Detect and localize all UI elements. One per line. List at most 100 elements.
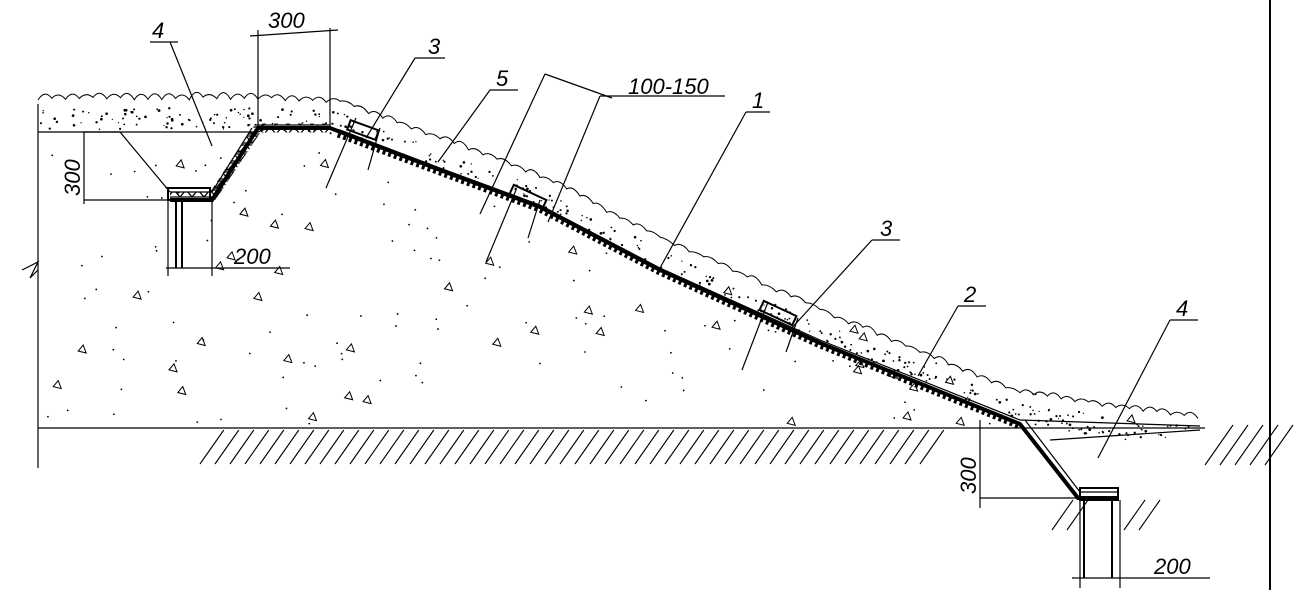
hatch-line bbox=[604, 429, 630, 465]
topsoil-dot bbox=[336, 112, 339, 115]
topsoil-dot bbox=[1058, 418, 1060, 420]
topsoil-dot bbox=[442, 166, 445, 170]
fill-dot bbox=[334, 193, 337, 196]
fill-dot bbox=[154, 245, 157, 248]
hatch-line bbox=[799, 429, 825, 465]
topsoil-dot bbox=[301, 122, 304, 124]
aggregate-triangle bbox=[529, 325, 540, 335]
fill-dot bbox=[95, 288, 98, 291]
topsoil-dot bbox=[670, 254, 673, 257]
topsoil-dot bbox=[516, 179, 518, 181]
topsoil-dot bbox=[860, 352, 863, 354]
topsoil-dot bbox=[1136, 423, 1139, 426]
topsoil-dot bbox=[882, 359, 885, 363]
fill-dot bbox=[101, 255, 103, 258]
topsoil-dot bbox=[640, 239, 642, 242]
fill-dot bbox=[664, 329, 666, 332]
topsoil-dot bbox=[98, 128, 101, 131]
topsoil-dot bbox=[361, 130, 364, 134]
aggregate-triangle bbox=[226, 250, 236, 261]
topsoil-dot bbox=[826, 339, 828, 342]
aggregate-triangle bbox=[567, 245, 578, 255]
topsoil-dot bbox=[910, 372, 913, 376]
topsoil-dot bbox=[1061, 422, 1063, 425]
topsoil-dot bbox=[225, 117, 228, 119]
fill-dot bbox=[922, 372, 925, 374]
aggregate-triangle bbox=[269, 219, 280, 229]
topsoil-dot bbox=[730, 296, 733, 299]
topsoil-dot bbox=[474, 175, 477, 179]
topsoil-dot bbox=[609, 237, 611, 240]
hatch-line bbox=[1249, 424, 1279, 466]
aggregate-triangle bbox=[491, 337, 502, 347]
fill-dot bbox=[670, 351, 672, 354]
topsoil-dot bbox=[903, 366, 906, 369]
topsoil-dot bbox=[1088, 428, 1092, 431]
topsoil-dot bbox=[886, 350, 889, 353]
anchor-pins bbox=[167, 117, 1119, 578]
topsoil-dot bbox=[80, 122, 82, 124]
topsoil-dot bbox=[222, 126, 225, 129]
fill-dot bbox=[314, 365, 317, 368]
fill-dot bbox=[605, 252, 608, 255]
topsoil-dot bbox=[1068, 423, 1072, 427]
topsoil-dot bbox=[82, 110, 85, 113]
topsoil-dot bbox=[904, 361, 907, 365]
topsoil-dot bbox=[343, 113, 346, 116]
topsoil-dot bbox=[806, 319, 809, 322]
topsoil-dot bbox=[919, 373, 923, 377]
hatch-line bbox=[439, 429, 465, 465]
topsoil-dot bbox=[560, 200, 562, 202]
topsoil-dot bbox=[213, 113, 216, 116]
fill-dot bbox=[395, 325, 397, 327]
topsoil-dot bbox=[163, 124, 165, 127]
topsoil-dot bbox=[566, 209, 569, 213]
topsoil-dot bbox=[344, 125, 348, 129]
topsoil-dot bbox=[532, 201, 535, 203]
topsoil-dot bbox=[166, 117, 168, 119]
fill-dot bbox=[204, 164, 207, 167]
topsoil-dot bbox=[42, 110, 44, 112]
fill-dot bbox=[285, 407, 288, 410]
aggregate-triangle bbox=[282, 353, 293, 364]
topsoil-dot bbox=[784, 308, 788, 311]
fill-dot bbox=[51, 154, 54, 157]
topsoil-dot bbox=[797, 329, 800, 332]
fill-dot bbox=[318, 152, 321, 154]
topsoil-dot bbox=[565, 205, 568, 208]
topsoil-dot bbox=[382, 130, 385, 133]
grass-topsoil-line bbox=[37, 91, 1199, 419]
fill-dot bbox=[681, 376, 684, 379]
topsoil-dot bbox=[1005, 398, 1008, 402]
topsoil-dot bbox=[243, 108, 245, 111]
aggregate-triangle bbox=[634, 303, 645, 314]
topsoil-dot bbox=[339, 124, 342, 127]
topsoil-dot bbox=[105, 112, 108, 116]
topsoil-dot bbox=[412, 141, 414, 143]
topsoil-dot bbox=[248, 107, 251, 110]
topsoil-dot bbox=[318, 115, 321, 118]
topsoil-dot bbox=[135, 123, 138, 126]
hatch-line bbox=[469, 429, 495, 465]
topsoil-dot bbox=[180, 122, 184, 126]
topsoil-dot bbox=[888, 352, 891, 355]
fill-dot bbox=[196, 421, 199, 424]
topsoil-dot bbox=[971, 389, 974, 392]
topsoil-dot bbox=[967, 396, 969, 398]
topsoil-dot bbox=[683, 270, 686, 273]
hatch-line bbox=[739, 429, 765, 465]
topsoil-dot bbox=[926, 373, 929, 377]
topsoil-dot bbox=[123, 108, 127, 112]
fill-dot bbox=[413, 249, 416, 252]
topsoil-dot bbox=[840, 340, 844, 344]
topsoil-dot bbox=[1017, 413, 1020, 416]
topsoil-dot bbox=[580, 219, 583, 222]
fill-dot bbox=[122, 358, 125, 361]
fill-dot bbox=[484, 277, 487, 280]
topsoil-dot bbox=[708, 276, 712, 279]
fill-dot bbox=[848, 365, 851, 368]
topsoil-dot bbox=[352, 129, 354, 131]
hatch-line bbox=[484, 429, 510, 465]
hatch-line bbox=[499, 429, 525, 465]
topsoil-dot bbox=[620, 243, 624, 247]
